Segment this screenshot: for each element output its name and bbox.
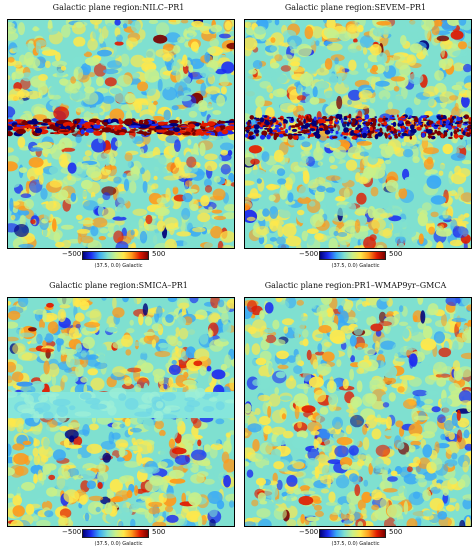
colorbar [319,251,386,260]
panel-title: Galactic plane region:SMICA–PR1 [49,281,188,290]
panel-gmca: Galactic plane region:PR1–WMAP9yr–GMCA −… [237,278,474,555]
colorbar-min-label: −500 [299,250,319,258]
panel-smica: Galactic plane region:SMICA–PR1 −500 500… [0,278,237,555]
colorbar [82,529,149,538]
panel-title: Galactic plane region:PR1–WMAP9yr–GMCA [264,281,447,290]
coord-label: (37.5, 0.0) Galactic [331,263,380,269]
colorbar-min-label: −500 [62,528,82,536]
cmb-map-smica [7,297,235,527]
cmb-map-sevem [244,19,472,249]
colorbar [82,251,149,260]
colorbar-max-label: 500 [389,250,403,258]
cmb-map-gmca [244,297,472,527]
colorbar-max-label: 500 [389,528,403,536]
panel-title: Galactic plane region:SEVEM–PR1 [284,3,427,12]
coord-label: (37.5, 0.0) Galactic [94,263,143,269]
coord-label: (37.5, 0.0) Galactic [94,541,143,547]
colorbar-min-label: −500 [299,528,319,536]
colorbar [319,529,386,538]
colorbar-min-label: −500 [62,250,82,258]
coord-label: (37.5, 0.0) Galactic [331,541,380,547]
panel-sevem: Galactic plane region:SEVEM–PR1 −500 500… [237,0,474,277]
cmb-map-nilc [7,19,235,249]
panel-title: Galactic plane region:NILC–PR1 [52,3,185,12]
panel-nilc: Galactic plane region:NILC–PR1 −500 500 … [0,0,237,277]
colorbar-max-label: 500 [152,528,166,536]
colorbar-max-label: 500 [152,250,166,258]
